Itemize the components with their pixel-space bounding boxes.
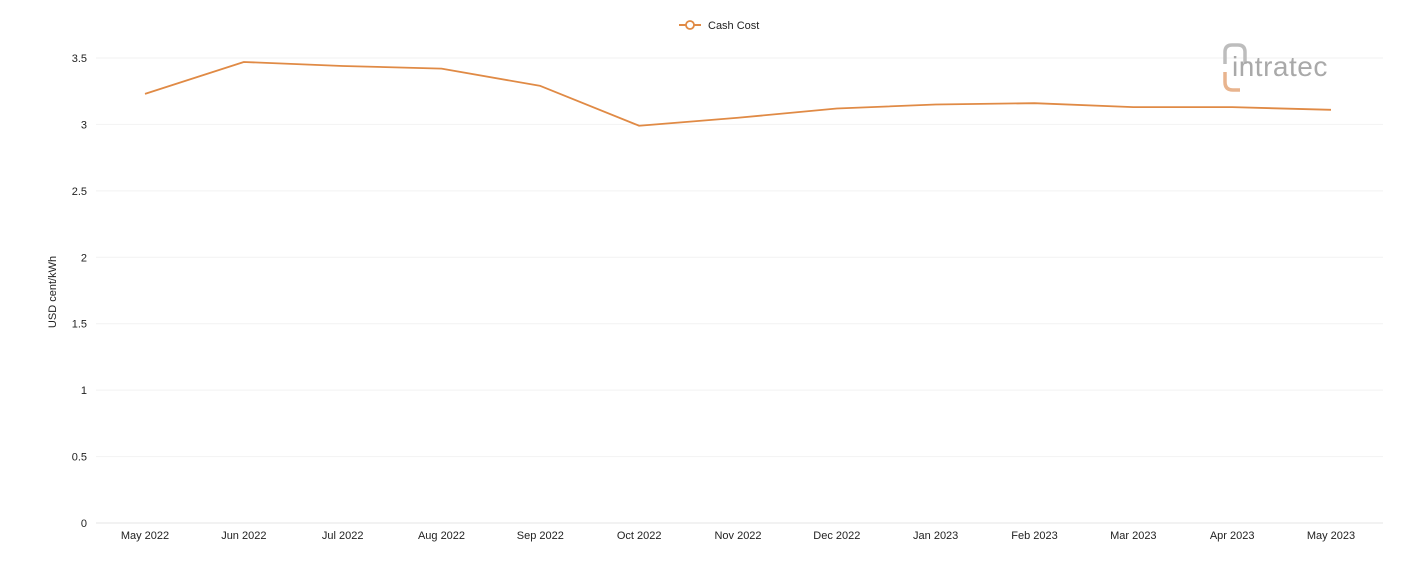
- y-tick-label: 2: [81, 252, 87, 264]
- y-tick-label: 1: [81, 385, 87, 397]
- legend[interactable]: Cash Cost: [679, 20, 759, 32]
- logo-arc: [1223, 43, 1247, 64]
- y-tick-label: 3.5: [72, 53, 87, 65]
- series-line-cash-cost: [144, 61, 1332, 127]
- logo-accent-arc: [1223, 72, 1240, 92]
- y-tick-label: 0: [81, 518, 87, 530]
- y-tick-label: 3: [81, 119, 87, 131]
- data-point[interactable]: [1227, 102, 1237, 112]
- y-tick-label: 2.5: [72, 186, 87, 198]
- y-tick-labels: 0 0.5 1 1.5 2 2.5 3 3.5: [72, 53, 87, 530]
- data-point[interactable]: [1326, 105, 1336, 115]
- data-point[interactable]: [1030, 98, 1040, 108]
- x-tick-label: Sep 2022: [517, 530, 564, 542]
- y-tick-label: 1.5: [72, 319, 87, 331]
- logo-wordmark: intratec: [1232, 51, 1328, 82]
- data-point[interactable]: [338, 61, 348, 71]
- legend-label-cash-cost: Cash Cost: [708, 20, 759, 32]
- x-tick-label: Jun 2022: [221, 530, 266, 542]
- x-tick-label: Dec 2022: [813, 530, 860, 542]
- data-point[interactable]: [634, 121, 644, 131]
- x-tick-label: May 2022: [121, 530, 169, 542]
- x-tick-label: Mar 2023: [1110, 530, 1156, 542]
- legend-swatch-marker: [685, 20, 695, 30]
- data-point[interactable]: [239, 57, 249, 67]
- x-tick-label: Jan 2023: [913, 530, 958, 542]
- x-tick-label: Nov 2022: [714, 530, 761, 542]
- x-tick-label: Jul 2022: [322, 530, 364, 542]
- data-point[interactable]: [733, 113, 743, 123]
- series-layer: [140, 57, 1336, 131]
- x-tick-labels: May 2022 Jun 2022 Jul 2022 Aug 2022 Sep 2022…: [121, 530, 1355, 542]
- data-point[interactable]: [140, 89, 150, 99]
- intratec-logo: intratec: [1223, 43, 1328, 92]
- grid-layer: [96, 57, 1383, 524]
- data-point[interactable]: [1128, 102, 1138, 112]
- y-tick-label: 0.5: [72, 452, 87, 464]
- x-tick-label: May 2023: [1307, 530, 1355, 542]
- x-tick-label: Oct 2022: [617, 530, 662, 542]
- data-point[interactable]: [832, 103, 842, 113]
- data-point[interactable]: [931, 100, 941, 110]
- data-point[interactable]: [437, 64, 447, 74]
- x-tick-label: Feb 2023: [1011, 530, 1057, 542]
- x-tick-label: Apr 2023: [1210, 530, 1255, 542]
- x-tick-label: Aug 2022: [418, 530, 465, 542]
- data-point[interactable]: [535, 81, 545, 91]
- y-axis-title: USD cent/kWh: [47, 256, 59, 328]
